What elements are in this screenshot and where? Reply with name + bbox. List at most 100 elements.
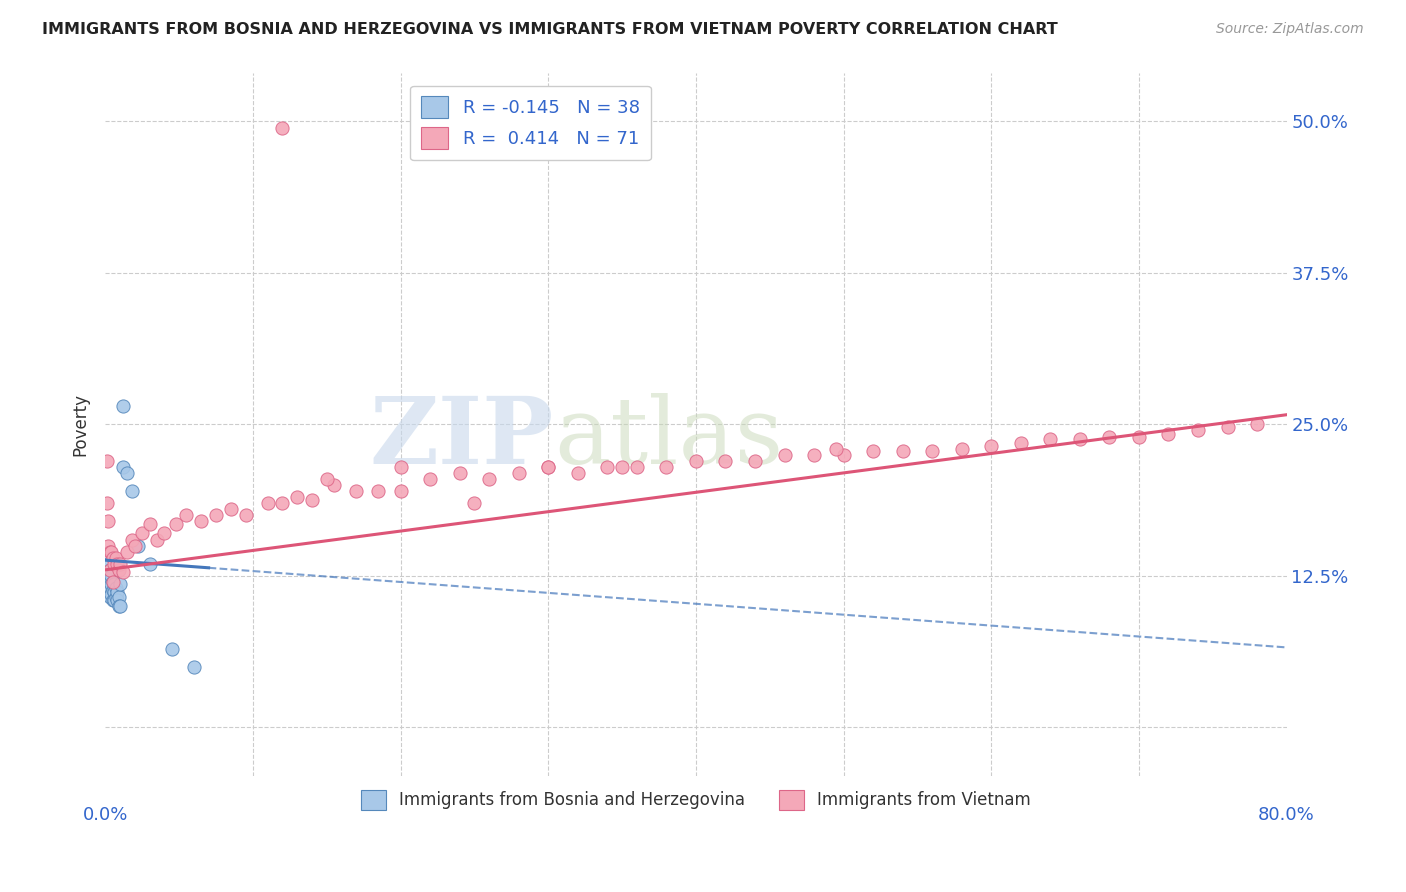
- Point: [101, 574, 124, 589]
- Point: [744, 454, 766, 468]
- Point: [111, 566, 134, 580]
- Point: [101, 574, 124, 589]
- Point: [219, 502, 242, 516]
- Point: [596, 459, 619, 474]
- Point: [1010, 435, 1032, 450]
- Point: [98, 590, 121, 604]
- Point: [190, 515, 212, 529]
- Text: IMMIGRANTS FROM BOSNIA AND HERZEGOVINA VS IMMIGRANTS FROM VIETNAM POVERTY CORREL: IMMIGRANTS FROM BOSNIA AND HERZEGOVINA V…: [42, 22, 1057, 37]
- Point: [235, 508, 257, 523]
- Point: [832, 448, 855, 462]
- Point: [103, 577, 125, 591]
- Point: [127, 539, 149, 553]
- Point: [104, 581, 127, 595]
- Point: [271, 496, 294, 510]
- Point: [160, 641, 183, 656]
- Point: [950, 442, 973, 456]
- Point: [124, 539, 146, 553]
- Point: [105, 593, 128, 607]
- Point: [205, 508, 228, 523]
- Point: [97, 577, 120, 591]
- Point: [96, 587, 118, 601]
- Point: [111, 459, 134, 474]
- Point: [108, 557, 131, 571]
- Text: 80.0%: 80.0%: [1258, 806, 1315, 824]
- Point: [105, 557, 128, 571]
- Point: [389, 459, 412, 474]
- Point: [101, 593, 124, 607]
- Point: [714, 454, 737, 468]
- Point: [153, 526, 176, 541]
- Point: [103, 593, 125, 607]
- Point: [98, 544, 121, 558]
- Point: [100, 587, 122, 601]
- Point: [103, 557, 125, 571]
- Point: [271, 120, 294, 135]
- Point: [1098, 429, 1121, 443]
- Point: [803, 448, 825, 462]
- Point: [537, 459, 560, 474]
- Point: [96, 557, 118, 571]
- Point: [98, 581, 121, 595]
- Point: [117, 544, 139, 558]
- Point: [107, 599, 129, 614]
- Point: [121, 484, 143, 499]
- Point: [1246, 417, 1268, 432]
- Point: [131, 526, 153, 541]
- Point: [98, 563, 121, 577]
- Point: [96, 569, 118, 583]
- Point: [117, 466, 139, 480]
- Point: [100, 544, 122, 558]
- Point: [1069, 432, 1091, 446]
- Point: [108, 577, 131, 591]
- Point: [183, 660, 205, 674]
- Point: [315, 472, 337, 486]
- Point: [891, 444, 914, 458]
- Point: [111, 399, 134, 413]
- Point: [478, 472, 501, 486]
- Point: [101, 583, 124, 598]
- Point: [96, 496, 118, 510]
- Point: [825, 442, 848, 456]
- Point: [537, 459, 560, 474]
- Point: [626, 459, 648, 474]
- Point: [285, 490, 308, 504]
- Point: [108, 599, 131, 614]
- Point: [98, 573, 121, 587]
- Point: [97, 515, 120, 529]
- Point: [862, 444, 884, 458]
- Point: [419, 472, 441, 486]
- Point: [138, 557, 160, 571]
- Point: [610, 459, 633, 474]
- Point: [463, 496, 485, 510]
- Point: [449, 466, 471, 480]
- Text: atlas: atlas: [554, 393, 783, 483]
- Y-axis label: Poverty: Poverty: [72, 393, 89, 456]
- Point: [685, 454, 707, 468]
- Point: [256, 496, 278, 510]
- Text: 0.0%: 0.0%: [83, 806, 128, 824]
- Point: [323, 478, 346, 492]
- Point: [97, 566, 120, 580]
- Point: [508, 466, 530, 480]
- Point: [389, 484, 412, 499]
- Point: [301, 492, 323, 507]
- Point: [146, 533, 169, 547]
- Point: [98, 563, 121, 577]
- Point: [96, 454, 118, 468]
- Point: [97, 539, 120, 553]
- Point: [655, 459, 678, 474]
- Point: [1157, 427, 1180, 442]
- Legend: Immigrants from Bosnia and Herzegovina, Immigrants from Vietnam: Immigrants from Bosnia and Herzegovina, …: [354, 783, 1038, 817]
- Point: [107, 590, 129, 604]
- Point: [773, 448, 796, 462]
- Point: [567, 466, 589, 480]
- Point: [1039, 432, 1062, 446]
- Point: [105, 584, 128, 599]
- Point: [165, 516, 187, 531]
- Point: [103, 584, 125, 599]
- Point: [97, 584, 120, 599]
- Point: [921, 444, 943, 458]
- Point: [1187, 424, 1209, 438]
- Point: [96, 574, 118, 589]
